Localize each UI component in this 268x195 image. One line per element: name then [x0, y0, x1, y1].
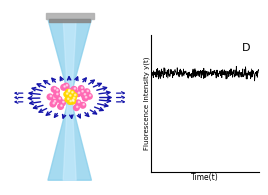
Circle shape [54, 92, 59, 98]
Circle shape [70, 100, 71, 102]
Circle shape [80, 102, 86, 108]
Circle shape [78, 86, 84, 91]
Circle shape [73, 97, 75, 98]
Circle shape [75, 100, 81, 106]
Circle shape [61, 105, 62, 106]
Circle shape [71, 96, 76, 101]
Circle shape [83, 95, 88, 101]
Polygon shape [48, 19, 91, 90]
Circle shape [75, 91, 81, 97]
Circle shape [83, 104, 84, 105]
Circle shape [72, 99, 74, 101]
Polygon shape [63, 105, 76, 180]
Circle shape [54, 88, 59, 94]
Circle shape [71, 87, 77, 92]
Circle shape [79, 89, 84, 95]
Circle shape [65, 97, 70, 102]
Circle shape [78, 92, 80, 93]
Circle shape [51, 99, 57, 105]
Circle shape [66, 85, 68, 86]
Circle shape [57, 93, 58, 95]
Circle shape [64, 92, 69, 97]
Polygon shape [46, 12, 94, 19]
Circle shape [60, 100, 65, 106]
Circle shape [77, 106, 78, 107]
Circle shape [51, 87, 57, 92]
Y-axis label: Fluorescence Intensity y(t): Fluorescence Intensity y(t) [144, 57, 150, 150]
Circle shape [72, 92, 73, 93]
Circle shape [73, 100, 74, 101]
Text: D: D [241, 43, 250, 53]
Circle shape [50, 95, 51, 97]
X-axis label: Time(t): Time(t) [191, 173, 219, 182]
Circle shape [58, 104, 64, 109]
Polygon shape [63, 19, 76, 90]
Circle shape [66, 88, 71, 94]
Circle shape [82, 91, 83, 92]
Circle shape [87, 93, 92, 99]
Circle shape [50, 101, 56, 107]
Circle shape [85, 97, 87, 98]
Circle shape [70, 95, 71, 96]
Circle shape [69, 98, 75, 104]
Circle shape [54, 88, 56, 89]
Circle shape [64, 86, 65, 87]
Circle shape [54, 101, 56, 102]
Circle shape [66, 89, 71, 95]
Circle shape [90, 95, 91, 96]
Ellipse shape [67, 95, 72, 98]
Circle shape [84, 89, 90, 95]
Circle shape [68, 98, 69, 99]
Circle shape [56, 97, 62, 102]
Circle shape [73, 105, 79, 111]
Circle shape [47, 94, 53, 100]
Circle shape [68, 91, 70, 92]
Polygon shape [66, 90, 74, 105]
Circle shape [84, 94, 85, 95]
Circle shape [59, 98, 60, 99]
Polygon shape [49, 19, 90, 22]
Circle shape [69, 89, 70, 91]
Circle shape [81, 87, 83, 88]
Circle shape [70, 99, 75, 104]
Circle shape [63, 83, 69, 89]
Circle shape [69, 90, 75, 96]
Circle shape [53, 103, 54, 104]
Circle shape [63, 101, 64, 103]
Circle shape [78, 101, 80, 103]
Circle shape [72, 93, 77, 98]
Circle shape [57, 89, 58, 91]
Circle shape [67, 94, 72, 99]
Circle shape [87, 90, 88, 91]
Circle shape [61, 84, 66, 90]
Circle shape [81, 92, 87, 98]
Circle shape [74, 88, 76, 89]
Circle shape [66, 93, 68, 94]
Polygon shape [48, 105, 91, 180]
Circle shape [75, 94, 76, 96]
Circle shape [68, 99, 73, 104]
